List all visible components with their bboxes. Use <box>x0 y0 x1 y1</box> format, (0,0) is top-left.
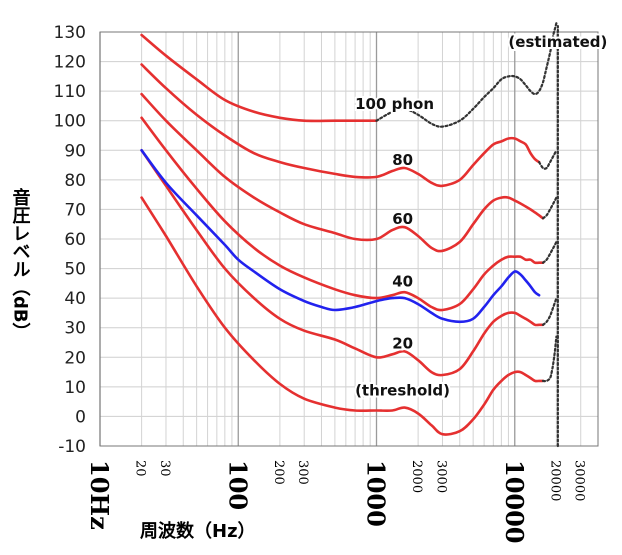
y-tick-label: 60 <box>64 230 86 250</box>
series-line-60-estimated- <box>541 196 558 220</box>
x-tick-label: 10000 <box>500 460 529 544</box>
series-line-60 <box>140 92 545 253</box>
x-axis-ticks: 10Hz 20 30 100 200 300 1000 2000 3000 10000 20000 3… <box>85 460 587 544</box>
curve-label: (estimated) <box>508 33 607 51</box>
x-tick-label: 2000 <box>409 460 424 493</box>
y-tick-label: 130 <box>54 23 86 43</box>
y-tick-label: 30 <box>64 319 86 339</box>
y-tick-label: 20 <box>64 348 86 368</box>
series-line-threshold-estimated- <box>541 335 558 383</box>
y-tick-label: 110 <box>54 82 86 102</box>
y-tick-label: 40 <box>64 289 86 309</box>
curve-label: 100 phon <box>355 95 434 113</box>
series-line-comparison-curve <box>140 149 541 324</box>
x-tick-label: 20 <box>133 460 148 477</box>
x-tick-label: 200 <box>271 460 286 485</box>
x-tick-label: 10Hz <box>85 460 114 530</box>
curve-label: 60 <box>392 210 413 228</box>
y-tick-label: 80 <box>64 171 86 191</box>
x-tick-label: 3000 <box>433 460 448 493</box>
y-tick-label: 90 <box>64 141 86 161</box>
x-axis-label: 周波数（Hz） <box>140 520 256 542</box>
y-axis-label: 音圧レベル（dB） <box>10 187 31 341</box>
series-line-100-phon-estimated- <box>375 22 558 128</box>
curve-label: 80 <box>392 151 413 169</box>
series-line-20-estimated- <box>541 297 558 326</box>
series-line-40 <box>140 116 545 312</box>
series-line-80-estimated- <box>538 149 558 170</box>
y-tick-label: 50 <box>64 260 86 280</box>
x-tick-label: 30000 <box>572 460 587 501</box>
y-tick-label: 0 <box>75 407 86 427</box>
series-line-20 <box>140 149 545 377</box>
curve-label: (threshold) <box>355 382 450 400</box>
y-tick-label: -10 <box>58 437 86 457</box>
y-tick-label: 120 <box>54 53 86 73</box>
series-group <box>140 22 559 448</box>
x-tick-label: 1000 <box>362 460 391 527</box>
y-tick-label: 70 <box>64 200 86 220</box>
series-line-40-estimated- <box>541 240 558 264</box>
x-tick-label: 20000 <box>547 460 562 501</box>
y-tick-label: 100 <box>54 112 86 132</box>
plot-frame <box>99 31 599 447</box>
y-tick-label: 10 <box>64 378 86 398</box>
series-line-threshold <box>140 196 545 436</box>
x-tick-label: 300 <box>295 460 310 485</box>
x-tick-label: 30 <box>157 460 172 477</box>
annotations: (estimated) 100 phon 80 60 40 20 (threshold) <box>353 31 609 402</box>
curve-label: 20 <box>392 334 413 352</box>
series-line-100-phon <box>140 33 378 123</box>
series-line-80 <box>140 63 541 188</box>
curve-label: 40 <box>392 272 413 290</box>
x-tick-label: 100 <box>223 460 252 510</box>
